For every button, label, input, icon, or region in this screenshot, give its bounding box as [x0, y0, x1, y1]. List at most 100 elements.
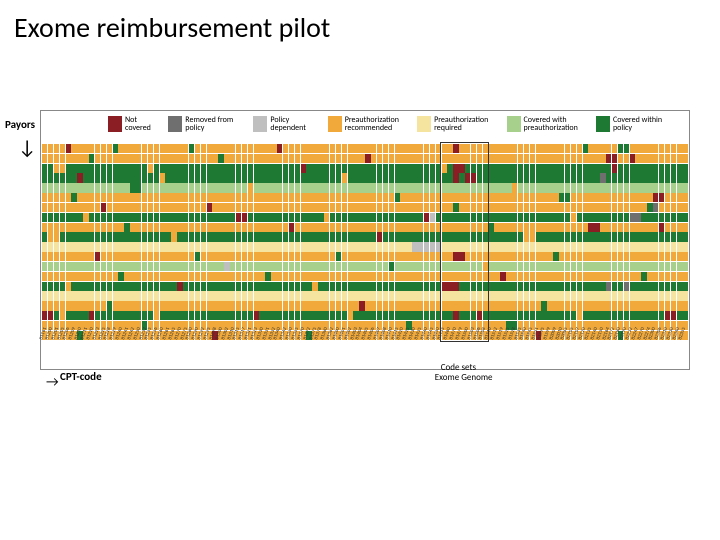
heatmap-cell	[512, 282, 517, 291]
heatmap-cell	[395, 213, 400, 222]
heatmap-cell	[160, 223, 165, 232]
heatmap-cell	[201, 193, 206, 202]
heatmap-cell	[624, 272, 629, 281]
heatmap-cell	[306, 213, 311, 222]
heatmap-cell	[524, 183, 529, 192]
heatmap-cell	[101, 144, 106, 153]
heatmap-cell	[383, 164, 388, 173]
heatmap-cell	[594, 301, 599, 310]
heatmap-cell	[242, 272, 247, 281]
heatmap-grid	[42, 144, 687, 340]
heatmap-cell	[600, 252, 605, 261]
heatmap-cell	[530, 291, 535, 300]
heatmap-cell	[224, 193, 229, 202]
heatmap-cell	[242, 203, 247, 212]
heatmap-cell	[583, 223, 588, 232]
heatmap-cell	[54, 223, 59, 232]
heatmap-cell	[71, 144, 76, 153]
heatmap-cell	[418, 232, 423, 241]
heatmap-cell	[160, 173, 165, 182]
heatmap-cell	[83, 282, 88, 291]
heatmap-cell	[118, 291, 123, 300]
heatmap-cell	[512, 144, 517, 153]
heatmap-cell	[365, 242, 370, 251]
heatmap-cell	[124, 232, 129, 241]
heatmap-cell	[453, 242, 458, 251]
heatmap-cell	[530, 173, 535, 182]
heatmap-cell	[524, 203, 529, 212]
heatmap-cell	[224, 301, 229, 310]
heatmap-cell	[136, 173, 141, 182]
heatmap-cell	[60, 223, 65, 232]
heatmap-cell	[165, 272, 170, 281]
heatmap-cell	[453, 164, 458, 173]
heatmap-cell	[95, 252, 100, 261]
heatmap-cell	[130, 252, 135, 261]
heatmap-row	[42, 232, 687, 241]
heatmap-cell	[483, 252, 488, 261]
heatmap-cell	[489, 203, 494, 212]
heatmap-cell	[359, 164, 364, 173]
heatmap-cell	[224, 144, 229, 153]
heatmap-cell	[242, 173, 247, 182]
heatmap-cell	[588, 232, 593, 241]
heatmap-cell	[671, 301, 676, 310]
heatmap-cell	[618, 154, 623, 163]
heatmap-cell	[189, 272, 194, 281]
heatmap-cell	[242, 262, 247, 271]
heatmap-cell	[113, 154, 118, 163]
heatmap-cell	[459, 232, 464, 241]
heatmap-cell	[201, 291, 206, 300]
heatmap-cell	[494, 252, 499, 261]
heatmap-cell	[142, 223, 147, 232]
heatmap-cell	[565, 262, 570, 271]
heatmap-cell	[677, 301, 682, 310]
heatmap-cell	[218, 301, 223, 310]
heatmap-cell	[318, 173, 323, 182]
legend-item: Preauthorization recommended	[328, 116, 405, 133]
heatmap-cell	[412, 301, 417, 310]
heatmap-cell	[512, 232, 517, 241]
heatmap-cell	[207, 173, 212, 182]
heatmap-cell	[130, 173, 135, 182]
heatmap-cell	[477, 154, 482, 163]
heatmap-cell	[271, 213, 276, 222]
heatmap-cell	[465, 223, 470, 232]
heatmap-cell	[212, 262, 217, 271]
heatmap-cell	[377, 282, 382, 291]
heatmap-cell	[42, 282, 47, 291]
heatmap-cell	[436, 183, 441, 192]
heatmap-cell	[377, 213, 382, 222]
heatmap-cell	[183, 291, 188, 300]
heatmap-cell	[536, 232, 541, 241]
heatmap-cell	[359, 301, 364, 310]
heatmap-cell	[547, 183, 552, 192]
heatmap-cell	[588, 291, 593, 300]
heatmap-cell	[353, 301, 358, 310]
heatmap-cell	[336, 232, 341, 241]
heatmap-cell	[524, 154, 529, 163]
heatmap-cell	[524, 232, 529, 241]
heatmap-cell	[389, 193, 394, 202]
heatmap-cell	[359, 272, 364, 281]
heatmap-cell	[342, 232, 347, 241]
heatmap-cell	[254, 193, 259, 202]
heatmap-cell	[171, 242, 176, 251]
heatmap-cell	[42, 203, 47, 212]
heatmap-cell	[453, 183, 458, 192]
heatmap-cell	[489, 282, 494, 291]
heatmap-cell	[348, 144, 353, 153]
heatmap-cell	[406, 291, 411, 300]
heatmap-cell	[277, 154, 282, 163]
legend-item: Preauthorization required	[417, 116, 494, 133]
heatmap-cell	[483, 272, 488, 281]
heatmap-cell	[189, 154, 194, 163]
heatmap-cell	[212, 173, 217, 182]
heatmap-cell	[83, 232, 88, 241]
heatmap-cell	[588, 173, 593, 182]
heatmap-cell	[453, 301, 458, 310]
heatmap-cell	[95, 144, 100, 153]
heatmap-cell	[571, 223, 576, 232]
heatmap-cell	[207, 203, 212, 212]
heatmap-cell	[330, 262, 335, 271]
